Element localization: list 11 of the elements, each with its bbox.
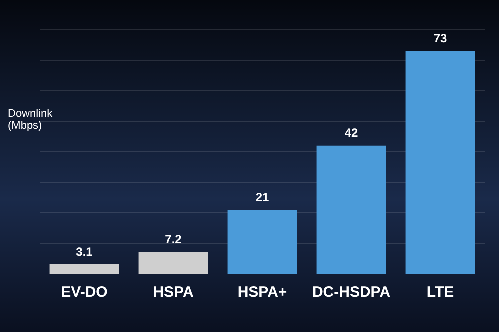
data-label: 7.2 [165, 232, 182, 246]
x-tick-label: EV-DO [61, 284, 108, 302]
x-tick-label: HSPA [153, 284, 194, 302]
x-tick-label: HSPA+ [238, 284, 288, 302]
data-label: 3.1 [76, 244, 94, 259]
data-label: 73 [434, 32, 448, 46]
x-tick-label: LTE [426, 284, 454, 302]
data-label: 42 [344, 126, 358, 140]
data-label: 21 [256, 190, 270, 204]
y-axis-title: Downlink (Mbps) [8, 108, 54, 132]
x-tick-label: DC-HSDPA [312, 284, 391, 302]
